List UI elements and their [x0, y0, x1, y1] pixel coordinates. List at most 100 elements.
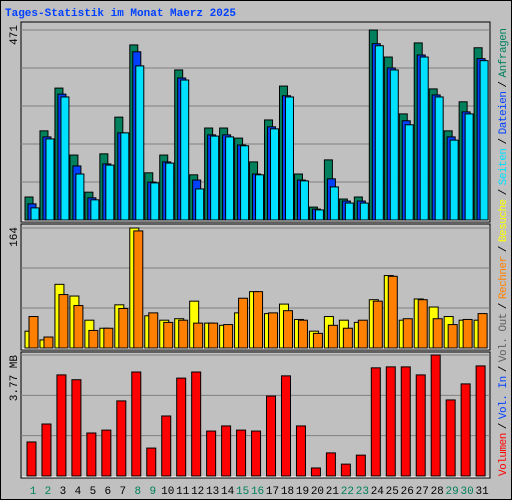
x-tick-label: 8	[134, 486, 141, 498]
bar	[464, 113, 474, 221]
bar	[295, 425, 306, 477]
bar	[314, 209, 324, 221]
bar	[342, 327, 353, 349]
bar	[236, 429, 247, 477]
x-tick-label: 6	[105, 486, 112, 498]
bar	[372, 300, 383, 349]
y-tick-label: 3.77 MB	[9, 355, 21, 402]
bar	[385, 366, 396, 477]
x-tick-label: 24	[371, 486, 385, 498]
bar	[223, 324, 234, 349]
bar	[238, 297, 249, 349]
bar	[312, 332, 323, 349]
bar	[268, 312, 279, 349]
bar	[176, 377, 187, 477]
bar	[479, 60, 489, 221]
bar	[150, 182, 160, 221]
bar	[355, 454, 366, 477]
bar	[41, 423, 52, 477]
bar	[447, 324, 458, 349]
bar	[90, 199, 100, 221]
bar	[118, 307, 129, 349]
x-tick-label: 19	[296, 486, 309, 498]
bar	[270, 128, 280, 221]
bar	[133, 230, 144, 349]
bar	[75, 173, 85, 221]
bar	[299, 180, 309, 221]
y-tick-label: 471	[9, 25, 21, 45]
x-tick-label: 1	[30, 486, 37, 498]
bar	[404, 124, 414, 221]
bar	[419, 56, 429, 221]
bar	[105, 164, 115, 221]
bar	[327, 324, 338, 349]
bar	[73, 305, 84, 349]
x-tick-label: 10	[161, 486, 174, 498]
bar	[116, 400, 127, 477]
bar	[28, 316, 39, 349]
bar	[148, 312, 159, 349]
bar	[165, 162, 175, 221]
bar	[460, 383, 471, 477]
bar	[253, 291, 264, 349]
x-tick-label: 2	[45, 486, 52, 498]
x-tick-label: 4	[75, 486, 82, 498]
bar	[329, 186, 339, 221]
bar	[462, 318, 473, 349]
bar	[30, 207, 40, 221]
x-tick-label: 16	[251, 486, 264, 498]
bar	[195, 188, 205, 221]
bar	[180, 79, 190, 221]
bar	[58, 294, 69, 349]
bar	[56, 374, 67, 477]
legend-entry: Dateien	[498, 91, 510, 134]
x-tick-label: 18	[281, 486, 294, 498]
bar	[344, 202, 354, 221]
bar	[370, 367, 381, 477]
bar	[359, 202, 369, 221]
legend-separator: /	[498, 246, 510, 253]
chart-title: Tages-Statistik im Monat Maerz 2025	[5, 8, 236, 20]
legend-separator: /	[498, 81, 510, 88]
legend-entry: Volumen	[498, 433, 510, 476]
x-tick-label: 25	[386, 486, 399, 498]
legend: Volumen / Vol. In / Vol. Out / Rechner / Besuche…	[498, 28, 510, 476]
bar	[255, 174, 265, 221]
bar	[280, 375, 291, 477]
bar	[477, 313, 488, 349]
bar	[131, 371, 142, 477]
x-tick-label: 13	[206, 486, 219, 498]
bar	[325, 452, 336, 477]
bar	[445, 399, 456, 477]
x-tick-label: 23	[356, 486, 369, 498]
legend-entry: Seiten	[498, 148, 510, 185]
bar	[86, 432, 97, 477]
bar	[101, 429, 112, 477]
bar	[430, 354, 441, 477]
bar	[88, 329, 99, 349]
bar	[163, 321, 174, 349]
x-tick-label: 11	[176, 486, 190, 498]
legend-entry: Rechner	[498, 256, 510, 299]
bar	[193, 322, 204, 349]
bar	[402, 318, 413, 349]
bar	[266, 395, 277, 477]
bar	[297, 319, 308, 349]
bar	[135, 65, 145, 221]
x-tick-label: 31	[475, 486, 489, 498]
bar	[400, 366, 411, 477]
bar	[374, 45, 384, 221]
bar	[387, 275, 398, 349]
x-tick-label: 22	[341, 486, 354, 498]
legend-separator: /	[498, 189, 510, 196]
bar	[284, 96, 294, 221]
x-tick-label: 20	[311, 486, 324, 498]
x-tick-label: 15	[236, 486, 249, 498]
bar	[340, 463, 351, 477]
x-tick-label: 12	[191, 486, 204, 498]
x-tick-label: 14	[221, 486, 235, 498]
x-tick-label: 17	[266, 486, 279, 498]
bar	[357, 319, 368, 349]
bar	[449, 139, 459, 221]
